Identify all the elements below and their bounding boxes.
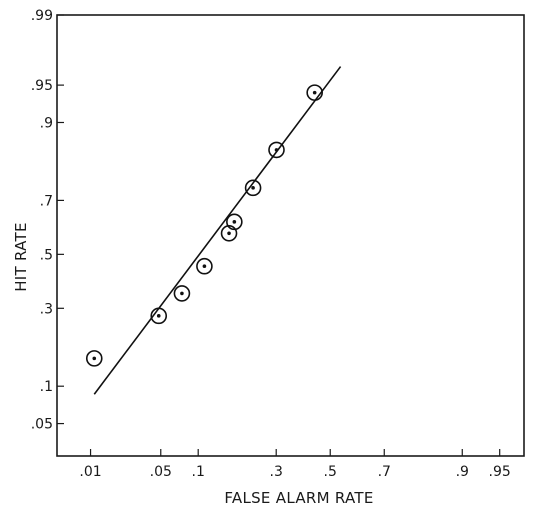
x-tick-label: .1: [192, 464, 205, 480]
fit-line-group: [93, 66, 342, 395]
data-point-ring: [150, 307, 168, 325]
data-point-dot: [180, 291, 184, 296]
data-point: [226, 213, 243, 231]
data-point: [150, 307, 168, 325]
data-point-dot: [251, 186, 255, 190]
data-points: [85, 84, 323, 367]
data-point-ring: [268, 141, 285, 159]
x-tick-label: .01: [79, 464, 101, 480]
x-tick-label: .5: [324, 464, 337, 480]
x-tick-label: .3: [270, 464, 283, 480]
x-tick-label: .05: [150, 464, 172, 480]
x-tick-label: .95: [489, 464, 511, 480]
data-point-ring: [196, 257, 213, 275]
data-point: [268, 141, 285, 159]
data-point-ring: [85, 350, 103, 367]
y-tick-label: .05: [31, 417, 53, 433]
y-tick-label: .7: [40, 193, 53, 209]
data-point: [244, 179, 262, 197]
fit-line: [93, 66, 342, 395]
data-point: [220, 225, 238, 242]
data-point-dot: [202, 264, 207, 269]
x-tick-label: .9: [456, 464, 469, 480]
data-point: [306, 84, 323, 101]
data-point: [196, 257, 213, 275]
x-axis-label: FALSE ALARM RATE: [224, 489, 373, 507]
data-point-dot: [156, 314, 161, 318]
y-tick-label: .1: [40, 379, 53, 395]
y-axis: .05 .1 .3 .5 .7 .9 .95 .99: [31, 8, 64, 433]
data-point-dot: [312, 90, 317, 95]
data-point-dot: [227, 231, 231, 236]
data-point-dot: [274, 148, 279, 152]
y-tick-label: .99: [31, 8, 53, 24]
data-point: [173, 285, 191, 302]
data-point-ring: [173, 285, 191, 302]
y-tick-label: .3: [40, 301, 53, 317]
plot-frame: [56, 14, 525, 457]
data-point-ring: [306, 84, 323, 101]
y-tick-label: .95: [31, 78, 53, 94]
data-point-ring: [226, 213, 243, 231]
data-point-dot: [232, 220, 237, 224]
y-tick-label: .9: [40, 115, 53, 131]
x-tick-label: .7: [378, 464, 391, 480]
data-point-ring: [220, 225, 238, 242]
data-point: [85, 350, 103, 367]
y-axis-label: HIT RATE: [12, 222, 30, 292]
data-point-ring: [244, 179, 262, 197]
data-point-dot: [92, 356, 97, 361]
x-axis: .01 .05 .1 .3 .5 .7 .9 .95: [79, 449, 511, 480]
y-tick-label: .5: [40, 247, 53, 263]
